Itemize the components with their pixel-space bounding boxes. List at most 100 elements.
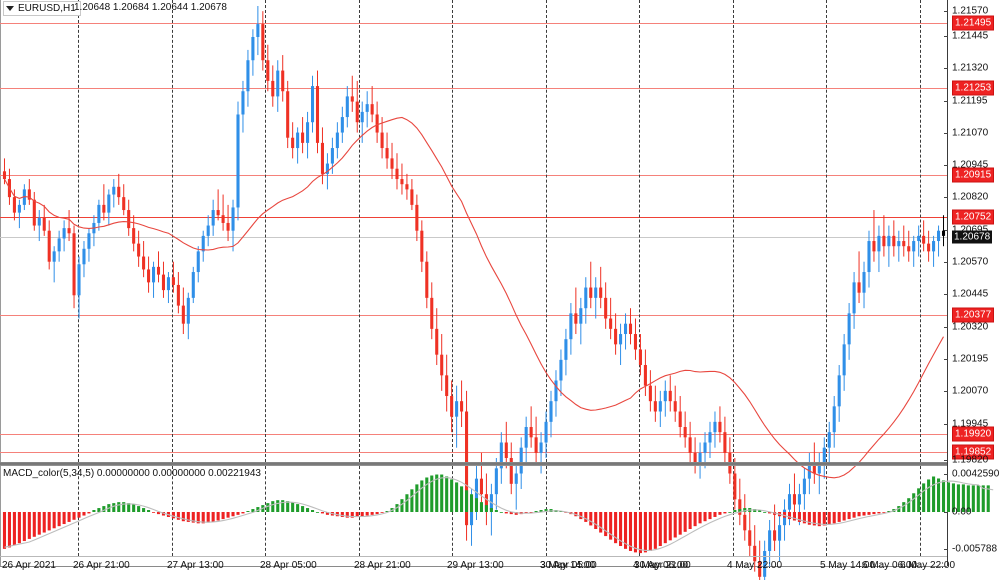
candle-body xyxy=(415,204,419,231)
macd-histogram-bar xyxy=(718,512,722,515)
candle-body xyxy=(494,468,498,495)
macd-histogram-bar xyxy=(132,504,136,512)
macd-histogram-bar xyxy=(539,510,543,512)
price-level-line[interactable] xyxy=(0,217,947,218)
macd-histogram-bar xyxy=(405,494,409,512)
candle-body xyxy=(82,248,86,265)
macd-histogram-bar xyxy=(340,512,344,517)
macd-histogram-bar xyxy=(594,512,598,530)
price-level-line[interactable] xyxy=(0,23,947,24)
current-price-tag[interactable]: 1.20678 xyxy=(952,230,993,244)
candle-body xyxy=(872,241,876,252)
macd-histogram-bar xyxy=(981,485,985,512)
time-gridline xyxy=(359,466,360,556)
macd-histogram-bar xyxy=(743,508,747,512)
candle-body xyxy=(37,217,41,226)
macd-histogram-bar xyxy=(256,507,260,512)
macd-histogram-bar xyxy=(325,512,329,515)
macd-histogram-bar xyxy=(544,509,548,512)
candle-body xyxy=(206,225,210,236)
macd-histogram-bar xyxy=(986,485,990,512)
candle-body xyxy=(738,499,742,515)
candle-body xyxy=(753,545,757,562)
candle-wick xyxy=(103,184,105,221)
price-level-line[interactable] xyxy=(0,452,947,453)
macd-histogram-bar xyxy=(822,512,826,526)
candle-wick xyxy=(38,210,40,242)
price-level-tag[interactable]: 1.21495 xyxy=(952,15,995,31)
macd-histogram-bar xyxy=(504,512,508,514)
price-level-line[interactable] xyxy=(0,175,947,176)
candle-body xyxy=(117,186,121,198)
candle-body xyxy=(668,390,672,402)
macd-histogram-bar xyxy=(241,512,245,514)
candle-body xyxy=(122,197,126,211)
macd-tick-mark xyxy=(944,512,948,513)
macd-histogram-bar xyxy=(961,484,965,512)
candle-body xyxy=(827,432,831,448)
macd-tick-label: 0.0042590 xyxy=(952,468,1000,480)
price-level-tag[interactable]: 1.20752 xyxy=(952,209,995,225)
macd-histogram-bar xyxy=(276,500,280,512)
time-gridline xyxy=(920,466,921,556)
candle-body xyxy=(579,308,583,324)
candle-body xyxy=(410,189,414,205)
candle-body xyxy=(370,104,374,115)
price-level-tag[interactable]: 1.21253 xyxy=(952,80,995,96)
time-gridline xyxy=(826,466,827,556)
price-tick-label: 1.20445 xyxy=(952,288,989,300)
price-level-tag[interactable]: 1.20377 xyxy=(952,307,995,323)
macd-histogram-bar xyxy=(698,512,702,524)
caret-down-icon[interactable] xyxy=(6,6,14,11)
macd-histogram-bar xyxy=(22,512,26,542)
macd-histogram-bar xyxy=(122,502,126,512)
time-axis-label: 5 May 14:00 xyxy=(820,560,876,571)
macd-histogram-bar xyxy=(221,512,225,520)
price-level-line[interactable] xyxy=(0,88,947,89)
price-level-tag[interactable]: 1.19852 xyxy=(952,444,995,460)
macd-histogram-bar xyxy=(375,512,379,515)
symbol-selector[interactable]: EURUSD,H1 xyxy=(3,1,81,16)
macd-histogram-bar xyxy=(907,498,911,512)
price-level-line[interactable] xyxy=(0,434,947,435)
candle-body xyxy=(922,235,926,244)
price-level-tag[interactable]: 1.19920 xyxy=(952,426,995,442)
macd-histogram-bar xyxy=(27,512,31,539)
candle-body xyxy=(156,266,161,275)
macd-histogram-bar xyxy=(171,512,175,519)
candle-body xyxy=(564,339,568,360)
candle-body xyxy=(310,86,315,123)
macd-histogram-bar xyxy=(102,506,106,512)
price-tick-label: 1.19945 xyxy=(952,418,989,430)
macd-histogram-bar xyxy=(723,512,727,514)
macd-histogram-bar xyxy=(310,510,315,512)
macd-histogram-bar xyxy=(400,499,404,512)
price-level-tag[interactable]: 1.20915 xyxy=(952,167,995,183)
candle-body xyxy=(455,401,459,417)
macd-histogram-bar xyxy=(887,511,891,512)
candle-body xyxy=(932,241,936,252)
candle-body xyxy=(673,401,677,412)
macd-histogram-bar xyxy=(673,512,677,538)
macd-histogram-bar xyxy=(579,512,583,520)
price-tick-mark xyxy=(944,262,948,263)
macd-histogram-bar xyxy=(956,484,960,512)
moving-average-line xyxy=(4,116,944,479)
candle-body xyxy=(708,432,712,443)
candle-wick xyxy=(18,199,20,229)
candle-body xyxy=(27,189,31,200)
macd-histogram-bar xyxy=(156,512,161,515)
candle-body xyxy=(867,241,871,273)
candle-body xyxy=(296,132,300,149)
candle-body xyxy=(132,228,136,244)
price-level-line[interactable] xyxy=(0,315,947,316)
candle-body xyxy=(425,261,429,298)
time-axis-label: 4 May 22:00 xyxy=(727,560,783,571)
candle-body xyxy=(837,375,841,407)
candle-body xyxy=(514,473,518,484)
macd-histogram-bar xyxy=(365,512,369,516)
candle-body xyxy=(67,228,71,234)
macd-histogram-bar xyxy=(753,509,757,512)
macd-histogram-bar xyxy=(271,501,275,512)
